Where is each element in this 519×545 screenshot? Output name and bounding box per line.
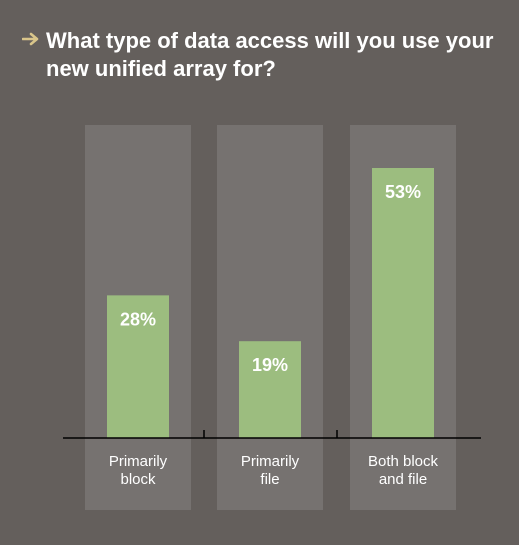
category-label-3: Both block and file xyxy=(368,453,439,488)
column-backdrop-2 xyxy=(217,125,323,510)
arrow-right-icon xyxy=(22,32,39,46)
category-label-2: Primarily file xyxy=(241,453,300,488)
bar-1 xyxy=(107,295,169,438)
category-label-1: Primarily block xyxy=(109,453,168,488)
bar-3 xyxy=(372,168,434,438)
bar-2 xyxy=(239,341,301,438)
bar-value-label-2: 19% xyxy=(252,355,288,375)
bar-value-label-1: 28% xyxy=(120,309,156,329)
chart-title: What type of data access will you use yo… xyxy=(46,28,494,81)
bar-value-label-3: 53% xyxy=(385,182,421,202)
